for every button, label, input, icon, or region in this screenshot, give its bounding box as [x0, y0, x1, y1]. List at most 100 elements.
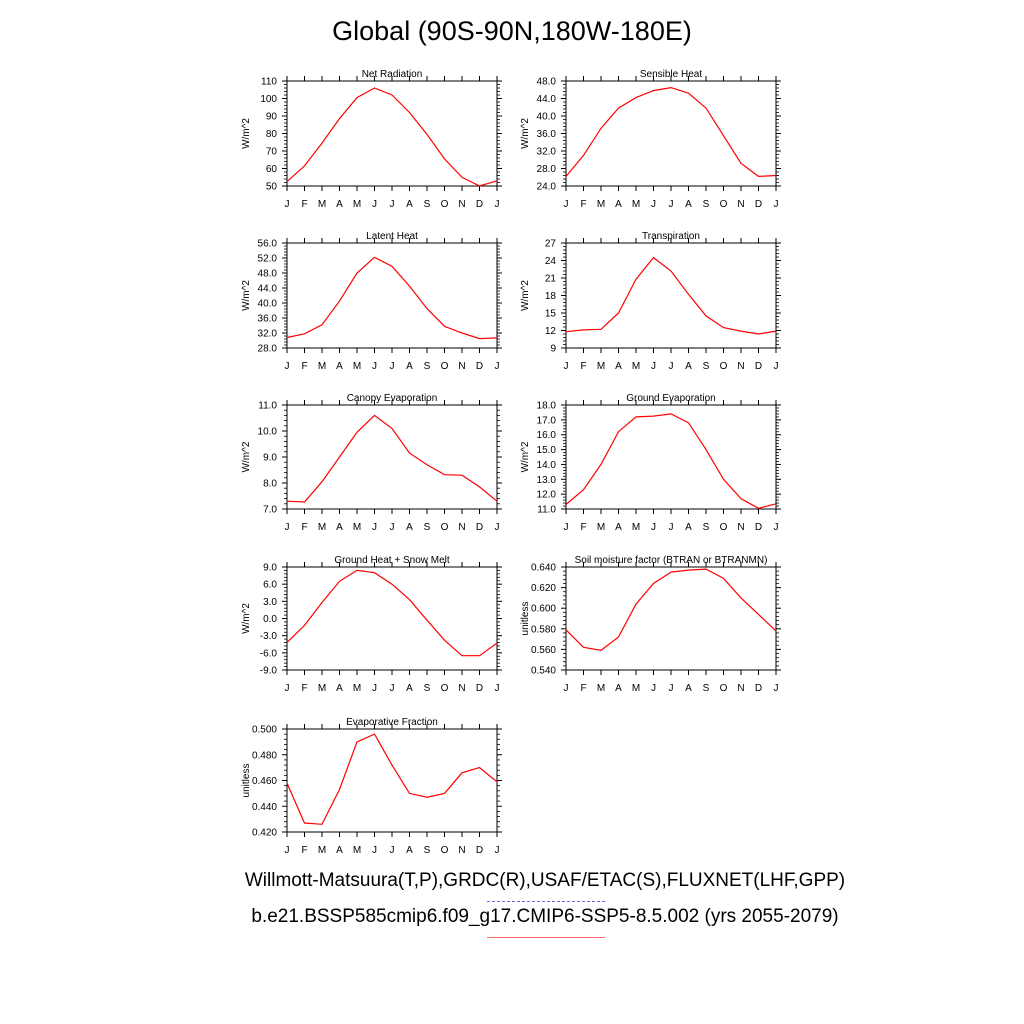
x-tick-label: D: [755, 199, 762, 210]
x-tick-label: S: [424, 361, 431, 372]
x-tick-label: D: [476, 845, 483, 856]
y-tick-label: 21: [545, 274, 557, 285]
x-tick-label: F: [580, 683, 586, 694]
y-tick-label: 48.0: [258, 269, 278, 280]
x-tick-label: J: [774, 522, 779, 533]
x-tick-label: J: [495, 522, 500, 533]
x-tick-label: J: [651, 683, 656, 694]
plot-frame: [286, 566, 498, 671]
series-line: [286, 256, 498, 340]
x-tick-label: J: [774, 361, 779, 372]
x-tick-label: D: [476, 522, 483, 533]
x-tick-label: A: [615, 361, 622, 372]
y-tick-label: 0.580: [531, 624, 556, 635]
x-tick-label: M: [632, 361, 640, 372]
y-tick-label: 0.440: [252, 802, 277, 813]
series-line: [286, 733, 498, 825]
series-line: [286, 414, 498, 503]
x-tick-label: A: [685, 361, 692, 372]
x-tick-label: M: [318, 522, 326, 533]
x-tick-label: M: [353, 522, 361, 533]
x-tick-label: J: [372, 522, 377, 533]
y-tick-label: 80: [266, 129, 278, 140]
y-axis-label: W/m^2: [520, 441, 531, 472]
x-tick-label: F: [301, 845, 307, 856]
x-tick-label: M: [318, 361, 326, 372]
x-tick-label: J: [495, 361, 500, 372]
x-tick-label: A: [615, 199, 622, 210]
series-line: [565, 568, 777, 652]
x-tick-label: O: [441, 361, 449, 372]
x-tick-label: N: [737, 683, 744, 694]
x-tick-label: M: [597, 522, 605, 533]
y-tick-label: 15.0: [537, 445, 557, 456]
y-axis-label: unitless: [520, 602, 531, 636]
x-tick-label: M: [597, 361, 605, 372]
x-tick-label: O: [441, 199, 449, 210]
x-tick-label: N: [737, 199, 744, 210]
x-tick-label: F: [580, 199, 586, 210]
x-tick-label: J: [390, 361, 395, 372]
x-tick-label: A: [406, 361, 413, 372]
x-tick-label: A: [406, 845, 413, 856]
y-tick-label: 44.0: [258, 284, 278, 295]
y-tick-label: 8.0: [263, 479, 277, 490]
x-tick-label: J: [285, 361, 290, 372]
y-tick-label: 3.0: [263, 597, 277, 608]
y-tick-label: 44.0: [537, 94, 557, 105]
y-tick-label: 32.0: [537, 147, 557, 158]
y-tick-label: 0.540: [531, 666, 556, 677]
y-tick-label: 48.0: [537, 77, 557, 88]
x-tick-label: J: [669, 522, 674, 533]
y-tick-label: 24.0: [537, 182, 557, 193]
x-tick-label: D: [476, 199, 483, 210]
panel-title: Net Radiation: [362, 69, 423, 80]
x-tick-label: A: [336, 522, 343, 533]
x-tick-label: F: [301, 522, 307, 533]
y-axis-label: W/m^2: [520, 280, 531, 311]
x-tick-label: F: [580, 361, 586, 372]
series-line: [286, 569, 498, 657]
x-tick-label: S: [703, 683, 710, 694]
y-tick-label: -9.0: [260, 666, 278, 677]
x-tick-label: J: [372, 199, 377, 210]
y-tick-label: 100: [260, 94, 277, 105]
y-tick-label: 36.0: [537, 129, 557, 140]
y-tick-label: 40.0: [258, 299, 278, 310]
x-tick-label: A: [685, 683, 692, 694]
x-tick-label: A: [406, 522, 413, 533]
x-tick-label: J: [285, 683, 290, 694]
y-tick-label: 90: [266, 112, 278, 123]
y-tick-label: 0.0: [263, 614, 277, 625]
x-tick-label: A: [336, 845, 343, 856]
x-tick-label: F: [301, 361, 307, 372]
x-tick-label: M: [632, 683, 640, 694]
x-tick-label: J: [651, 522, 656, 533]
panel-title: Latent Heat: [366, 231, 418, 242]
x-tick-label: D: [755, 361, 762, 372]
x-tick-label: D: [476, 683, 483, 694]
x-tick-label: D: [755, 683, 762, 694]
x-tick-label: J: [564, 199, 569, 210]
x-tick-label: J: [390, 522, 395, 533]
plot-frame: [286, 728, 498, 833]
x-tick-label: F: [580, 522, 586, 533]
x-tick-label: A: [685, 199, 692, 210]
x-tick-label: J: [669, 199, 674, 210]
x-tick-label: M: [318, 199, 326, 210]
panel-title: Sensible Heat: [640, 69, 702, 80]
y-tick-label: 15: [545, 309, 557, 320]
x-tick-label: M: [632, 522, 640, 533]
plot-frame: [286, 80, 498, 187]
y-tick-label: 6.0: [263, 580, 277, 591]
chart-panel: Soil moisture factor (BTRAN or BTRANMN) u…: [520, 555, 781, 694]
x-tick-label: J: [372, 361, 377, 372]
x-tick-label: N: [737, 522, 744, 533]
x-tick-label: J: [564, 361, 569, 372]
y-axis-label: W/m^2: [241, 280, 252, 311]
y-tick-label: 0.560: [531, 645, 556, 656]
y-tick-label: 36.0: [258, 314, 278, 325]
page-title: Global (90S-90N,180W-180E): [332, 16, 692, 46]
